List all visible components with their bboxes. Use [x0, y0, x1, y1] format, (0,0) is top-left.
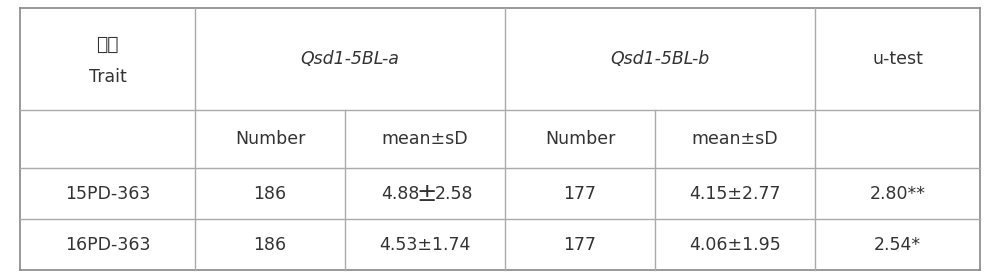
Text: Trait: Trait: [89, 68, 126, 86]
Text: 4.88: 4.88: [382, 185, 420, 203]
Text: Number: Number: [235, 130, 305, 148]
Text: 16PD-363: 16PD-363: [65, 236, 150, 254]
Text: 2.58: 2.58: [435, 185, 474, 203]
Text: 177: 177: [564, 185, 597, 203]
Text: Qsd1-5BL-a: Qsd1-5BL-a: [301, 50, 399, 68]
Text: mean±sD: mean±sD: [692, 130, 778, 148]
Text: 4.53±1.74: 4.53±1.74: [379, 236, 471, 254]
Text: 177: 177: [564, 236, 597, 254]
Text: u-test: u-test: [872, 50, 923, 68]
Text: 2.54*: 2.54*: [874, 236, 921, 254]
Text: 4.06±1.95: 4.06±1.95: [689, 236, 781, 254]
Text: mean±sD: mean±sD: [382, 130, 468, 148]
Text: Qsd1-5BL-b: Qsd1-5BL-b: [610, 50, 710, 68]
Text: 15PD-363: 15PD-363: [65, 185, 150, 203]
Text: 2.80**: 2.80**: [870, 185, 926, 203]
Text: 4.15±2.77: 4.15±2.77: [689, 185, 781, 203]
Text: Number: Number: [545, 130, 615, 148]
Text: ±: ±: [417, 182, 437, 206]
Text: 186: 186: [253, 236, 287, 254]
Text: 性状: 性状: [96, 35, 119, 54]
Text: 186: 186: [253, 185, 287, 203]
